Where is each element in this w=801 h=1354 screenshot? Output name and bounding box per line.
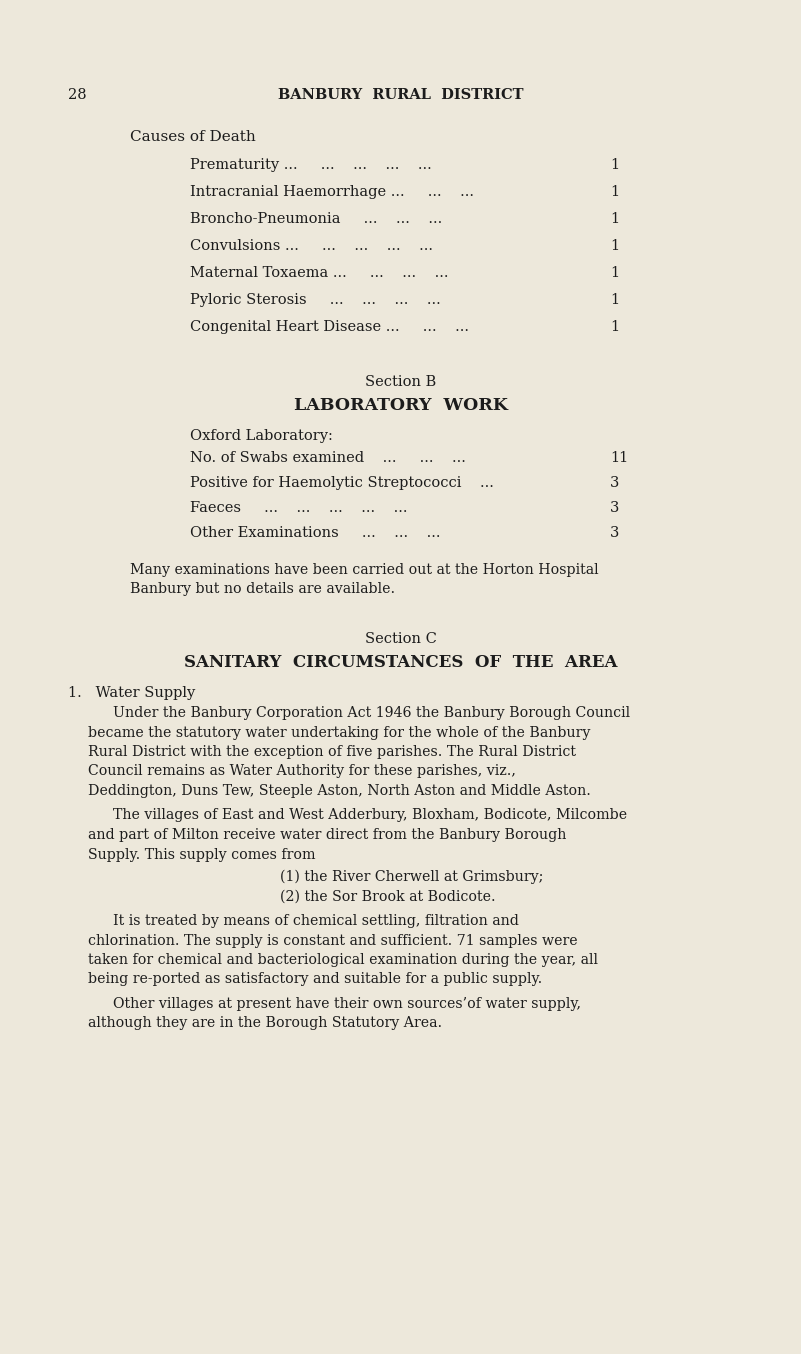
Text: 3: 3 [610,501,619,515]
Text: BANBURY  RURAL  DISTRICT: BANBURY RURAL DISTRICT [278,88,524,102]
Text: 1: 1 [610,158,619,172]
Text: Section B: Section B [365,375,437,389]
Text: 1: 1 [610,292,619,307]
Text: LABORATORY  WORK: LABORATORY WORK [294,397,508,414]
Text: Positive for Haemolytic Streptococci    ...: Positive for Haemolytic Streptococci ... [190,477,494,490]
Text: No. of Swabs examined    ...     ...    ...: No. of Swabs examined ... ... ... [190,451,466,464]
Text: (1) the River Cherwell at Grimsbury;: (1) the River Cherwell at Grimsbury; [280,871,543,884]
Text: (2) the Sor Brook at Bodicote.: (2) the Sor Brook at Bodicote. [280,890,496,903]
Text: Faeces     ...    ...    ...    ...    ...: Faeces ... ... ... ... ... [190,501,408,515]
Text: Congenital Heart Disease ...     ...    ...: Congenital Heart Disease ... ... ... [190,320,469,334]
Text: 3: 3 [610,525,619,540]
Text: and part of Milton receive water direct from the Banbury Borough: and part of Milton receive water direct … [88,829,566,842]
Text: 1: 1 [610,265,619,280]
Text: Section C: Section C [365,632,437,646]
Text: 1: 1 [610,240,619,253]
Text: being re­ported as satisfactory and suitable for a public supply.: being re­ported as satisfactory and suit… [88,972,542,987]
Text: 1.   Water Supply: 1. Water Supply [68,686,195,700]
Text: Prematurity ...     ...    ...    ...    ...: Prematurity ... ... ... ... ... [190,158,432,172]
Text: Many examinations have been carried out at the Horton Hospital: Many examinations have been carried out … [130,563,598,577]
Text: Rural District with the exception of five parishes. The Rural District: Rural District with the exception of fiv… [88,745,576,760]
Text: 1: 1 [610,320,619,334]
Text: became the statutory water undertaking for the whole of the Banbury: became the statutory water undertaking f… [88,726,590,739]
Text: Supply. This supply comes from: Supply. This supply comes from [88,848,316,861]
Text: 11: 11 [610,451,628,464]
Text: although they are in the Borough Statutory Area.: although they are in the Borough Statuto… [88,1017,442,1030]
Text: The villages of East and West Adderbury, Bloxham, Bodicote, Milcombe: The villages of East and West Adderbury,… [113,808,627,822]
Text: SANITARY  CIRCUMSTANCES  OF  THE  AREA: SANITARY CIRCUMSTANCES OF THE AREA [184,654,618,672]
Text: Other villages at present have their own sources’of water supply,: Other villages at present have their own… [113,997,581,1011]
Text: Intracranial Haemorrhage ...     ...    ...: Intracranial Haemorrhage ... ... ... [190,185,474,199]
Text: chlorination. The supply is constant and sufficient. 71 samples were: chlorination. The supply is constant and… [88,933,578,948]
Text: taken for chemical and bacteriological examination during the year, all: taken for chemical and bacteriological e… [88,953,598,967]
Text: Deddington, Duns Tew, Steeple Aston, North Aston and Middle Aston.: Deddington, Duns Tew, Steeple Aston, Nor… [88,784,591,798]
Text: Under the Banbury Corporation Act 1946 the Banbury Borough Council: Under the Banbury Corporation Act 1946 t… [113,705,630,720]
Text: Causes of Death: Causes of Death [130,130,256,144]
Text: 3: 3 [610,477,619,490]
Text: 1: 1 [610,213,619,226]
Text: Council remains as Water Authority for these parishes, viz.,: Council remains as Water Authority for t… [88,765,516,779]
Text: Other Examinations     ...    ...    ...: Other Examinations ... ... ... [190,525,441,540]
Text: Convulsions ...     ...    ...    ...    ...: Convulsions ... ... ... ... ... [190,240,433,253]
Text: Oxford Laboratory:: Oxford Laboratory: [190,429,333,443]
Text: 28: 28 [68,88,87,102]
Text: Broncho-Pneumonia     ...    ...    ...: Broncho-Pneumonia ... ... ... [190,213,442,226]
Text: 1: 1 [610,185,619,199]
Text: Maternal Toxaema ...     ...    ...    ...: Maternal Toxaema ... ... ... ... [190,265,449,280]
Text: Pyloric Sterosis     ...    ...    ...    ...: Pyloric Sterosis ... ... ... ... [190,292,441,307]
Text: It is treated by means of chemical settling, filtration and: It is treated by means of chemical settl… [113,914,519,927]
Text: Banbury but no details are available.: Banbury but no details are available. [130,582,395,596]
